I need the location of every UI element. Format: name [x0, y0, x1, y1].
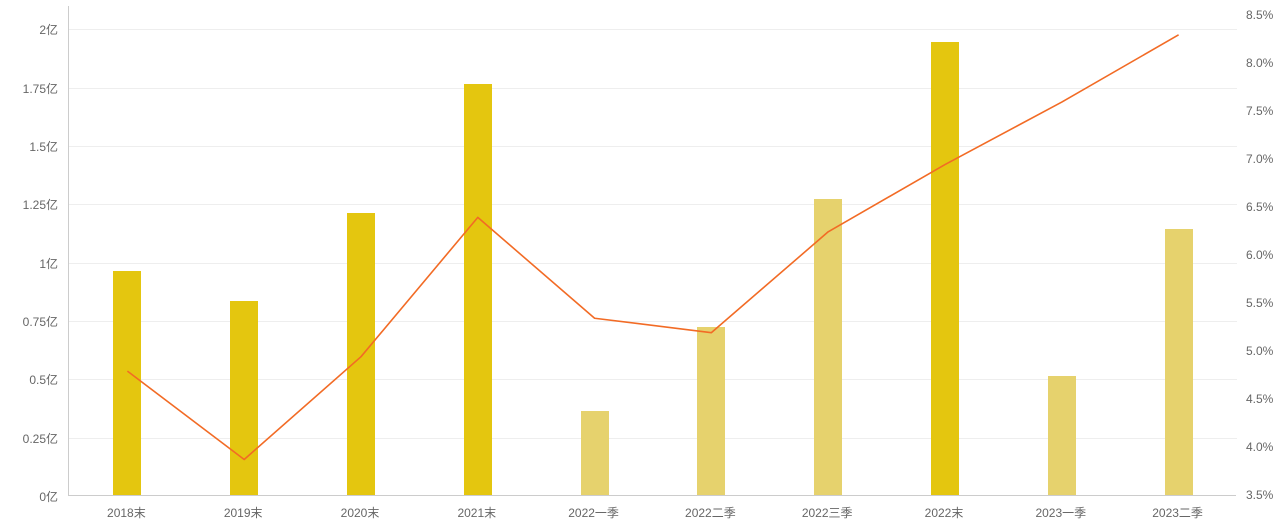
y-left-tick-label: 0亿 — [0, 488, 58, 505]
x-tick-label: 2021末 — [427, 504, 527, 521]
x-tick-label: 2018末 — [76, 504, 176, 521]
y-left-tick-label: 0.5亿 — [0, 371, 58, 388]
y-left-tick-label: 0.25亿 — [0, 430, 58, 447]
x-tick-label: 2022末 — [894, 504, 994, 521]
line-series — [69, 6, 1237, 496]
combo-chart: 0亿 0.25亿 0.5亿 0.75亿 1亿 1.25亿 1.5亿 1.75亿 2亿 3.5% 4.… — [0, 0, 1286, 531]
x-tick-label: 2022二季 — [660, 504, 760, 521]
y-right-tick-label: 6.5% — [1246, 200, 1273, 214]
y-right-tick-label: 7.0% — [1246, 152, 1273, 166]
y-right-tick-label: 6.0% — [1246, 248, 1273, 262]
y-right-tick-label: 5.5% — [1246, 296, 1273, 310]
y-left-tick-label: 0.75亿 — [0, 313, 58, 330]
y-left-tick-label: 2亿 — [0, 21, 58, 38]
x-tick-label: 2020末 — [310, 504, 410, 521]
y-right-tick-label: 4.0% — [1246, 440, 1273, 454]
x-tick-label: 2023一季 — [1011, 504, 1111, 521]
y-right-tick-label: 8.0% — [1246, 56, 1273, 70]
y-left-tick-label: 1.75亿 — [0, 80, 58, 97]
y-right-tick-label: 7.5% — [1246, 104, 1273, 118]
x-tick-label: 2019末 — [193, 504, 293, 521]
y-right-tick-label: 4.5% — [1246, 392, 1273, 406]
x-tick-label: 2022三季 — [777, 504, 877, 521]
x-tick-label: 2022一季 — [544, 504, 644, 521]
y-right-tick-label: 3.5% — [1246, 488, 1273, 502]
y-left-tick-label: 1.5亿 — [0, 138, 58, 155]
y-right-tick-label: 5.0% — [1246, 344, 1273, 358]
y-left-tick-label: 1.25亿 — [0, 196, 58, 213]
y-right-tick-label: 8.5% — [1246, 8, 1273, 22]
plot-area — [68, 6, 1236, 496]
x-tick-label: 2023二季 — [1128, 504, 1228, 521]
y-left-tick-label: 1亿 — [0, 255, 58, 272]
